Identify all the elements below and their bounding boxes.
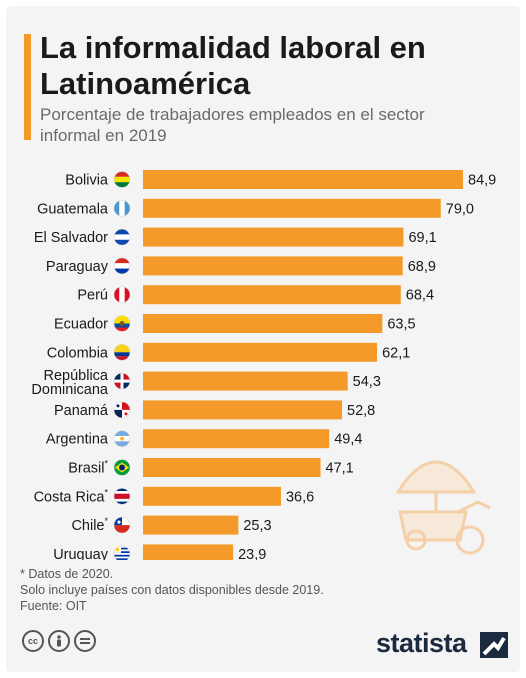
bar	[143, 170, 463, 189]
bar-row: 63,5 Ecuador	[54, 314, 416, 333]
bar	[143, 371, 348, 391]
flag-chile-icon	[113, 516, 131, 534]
category-label: Argentina	[46, 432, 109, 448]
bar	[143, 342, 378, 362]
category-label: El Salvador	[34, 230, 108, 246]
infographic-card	[6, 6, 520, 672]
flag-colombia-icon	[113, 344, 131, 361]
value-label: 63,5	[387, 317, 415, 333]
category-label: República	[44, 368, 109, 384]
bar	[143, 314, 383, 333]
value-label: 47,1	[326, 461, 354, 477]
category-label: Dominicana	[31, 382, 108, 398]
bar-row: 23,9 Uruguay	[53, 544, 266, 560]
value-label: 79,0	[446, 201, 474, 217]
category-footnote-mark: *	[104, 487, 108, 497]
value-label: 84,9	[468, 173, 496, 189]
bar-row: 84,9 Bolivia	[65, 170, 496, 189]
category-label: Brasil*	[68, 459, 108, 477]
bar-row: 68,9 Paraguay	[46, 256, 436, 276]
value-label: 23,9	[238, 547, 266, 560]
category-label: Panamá	[54, 403, 109, 419]
license-icons: cc	[22, 630, 96, 652]
bar-row: 68,4 Perú	[77, 285, 434, 305]
value-label: 68,4	[406, 288, 434, 304]
footnote-countries: Solo incluye países con datos disponible…	[20, 583, 324, 597]
category-label: Bolivia	[65, 173, 109, 189]
category-label: Guatemala	[37, 201, 109, 217]
bar-row: 25,3 Chile*	[71, 515, 272, 535]
flag-panama-icon	[113, 401, 131, 419]
value-label: 62,1	[382, 345, 410, 361]
footnote-source: Fuente: OIT	[20, 599, 87, 613]
chart-subtitle: Porcentaje de trabajadores empleados en …	[40, 105, 425, 145]
flag-argentina-icon	[113, 430, 131, 447]
bar-row: 62,1 Colombia	[47, 342, 410, 362]
category-label: Chile*	[71, 516, 108, 534]
category-footnote-mark: *	[104, 459, 108, 469]
value-label: 36,6	[286, 489, 314, 505]
category-label: Costa Rica*	[34, 487, 109, 505]
value-label: 49,4	[334, 432, 362, 448]
bar-row: 52,8 Panamá	[54, 400, 375, 420]
value-label: 69,1	[408, 230, 436, 246]
attribution-icon[interactable]	[48, 630, 70, 652]
bar-row: 36,6 Costa Rica*	[34, 486, 314, 506]
footnote-2020: * Datos de 2020.	[20, 567, 114, 581]
bar-row: 79,0 Guatemala	[37, 198, 474, 218]
category-label: Paraguay	[46, 259, 109, 275]
bar	[143, 198, 441, 218]
bar-row: 49,4 Argentina	[46, 429, 362, 449]
cc-icon[interactable]: cc	[22, 630, 44, 652]
title-accent-bar	[24, 34, 31, 140]
flag-ecuador-icon	[113, 315, 131, 332]
category-footnote-mark: *	[104, 516, 108, 526]
footnotes: * Datos de 2020. Solo incluye países con…	[20, 566, 324, 614]
statista-logo-icon[interactable]	[480, 632, 508, 658]
bar	[143, 458, 321, 477]
bar	[143, 515, 239, 535]
bar	[143, 544, 234, 560]
bar	[143, 486, 281, 506]
flag-uruguay-icon	[113, 545, 131, 560]
category-label: Perú	[77, 288, 108, 304]
bar-row: 47,1 Brasil*	[68, 458, 354, 477]
bar	[143, 285, 401, 305]
flag-bolivia-icon	[113, 171, 131, 188]
flag-el-salvador-icon	[113, 228, 131, 246]
category-label: Uruguay	[53, 547, 109, 560]
flag-peru-icon	[113, 286, 131, 303]
value-label: 52,8	[347, 403, 375, 419]
chart-title: La informalidad laboral en Latinoamérica	[40, 30, 426, 101]
bar	[143, 429, 330, 449]
category-label: Colombia	[47, 345, 109, 361]
bar	[143, 227, 404, 247]
value-label: 25,3	[243, 518, 271, 534]
flag-republica-dominicana-icon	[113, 372, 131, 390]
flag-brasil-icon	[113, 459, 131, 476]
category-label: Ecuador	[54, 317, 108, 333]
food-cart-illustration	[395, 460, 491, 555]
value-label: 68,9	[408, 259, 436, 275]
bar	[143, 400, 343, 420]
no-derivatives-icon[interactable]	[74, 630, 96, 652]
bar	[143, 256, 403, 276]
bar-row: 69,1 El Salvador	[34, 227, 437, 247]
value-label: 54,3	[353, 374, 381, 390]
statista-logo-text[interactable]: statista	[376, 628, 467, 658]
flag-costa-rica-icon	[113, 488, 131, 505]
flag-paraguay-icon	[113, 257, 131, 275]
flag-guatemala-icon	[113, 200, 131, 217]
